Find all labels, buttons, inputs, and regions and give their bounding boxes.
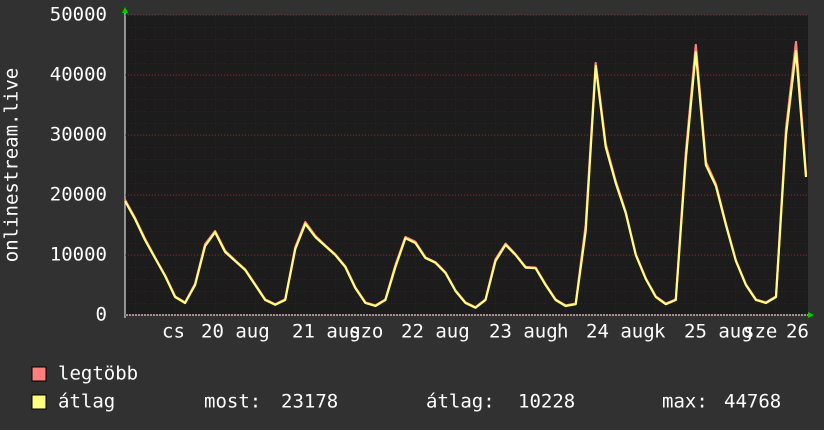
x-tick-label: cs <box>162 321 185 343</box>
x-tick-label: 23 aug <box>489 321 558 343</box>
stat-value: 10228 <box>518 391 575 413</box>
stat-label: átlag: <box>426 391 495 413</box>
y-axis-label: onlinestream.live <box>1 68 23 262</box>
x-tick-label: 24 aug <box>586 321 655 343</box>
y-tick-label: 50000 <box>50 4 107 26</box>
x-tick-label: k <box>654 321 666 343</box>
y-tick-label: 30000 <box>50 124 107 146</box>
stat-label: most: <box>204 391 261 413</box>
legend-label: legtöbb <box>58 363 138 385</box>
x-tick-label: szo <box>349 321 383 343</box>
axis-arrow <box>122 7 128 13</box>
x-tick-label: 26 <box>786 321 809 343</box>
axis-arrow <box>808 312 814 318</box>
stat-value: 23178 <box>281 391 338 413</box>
x-tick-label: sze <box>743 321 777 343</box>
y-tick-label: 40000 <box>50 64 107 86</box>
x-tick-label: 21 aug <box>292 321 361 343</box>
legend-swatch <box>31 366 47 382</box>
stat-label: max: <box>662 391 708 413</box>
y-tick-label: 10000 <box>50 244 107 266</box>
x-tick-label: 20 aug <box>201 321 270 343</box>
x-tick-label: 25 aug <box>684 321 753 343</box>
y-tick-label: 20000 <box>50 184 107 206</box>
stat-value: 44768 <box>724 391 781 413</box>
legend-label: átlag <box>58 391 115 413</box>
legend-swatch <box>31 394 47 410</box>
line-series <box>124 49 808 309</box>
x-tick-label: h <box>557 321 568 343</box>
x-tick-label: 22 aug <box>401 321 470 343</box>
y-tick-label: 0 <box>96 304 107 326</box>
